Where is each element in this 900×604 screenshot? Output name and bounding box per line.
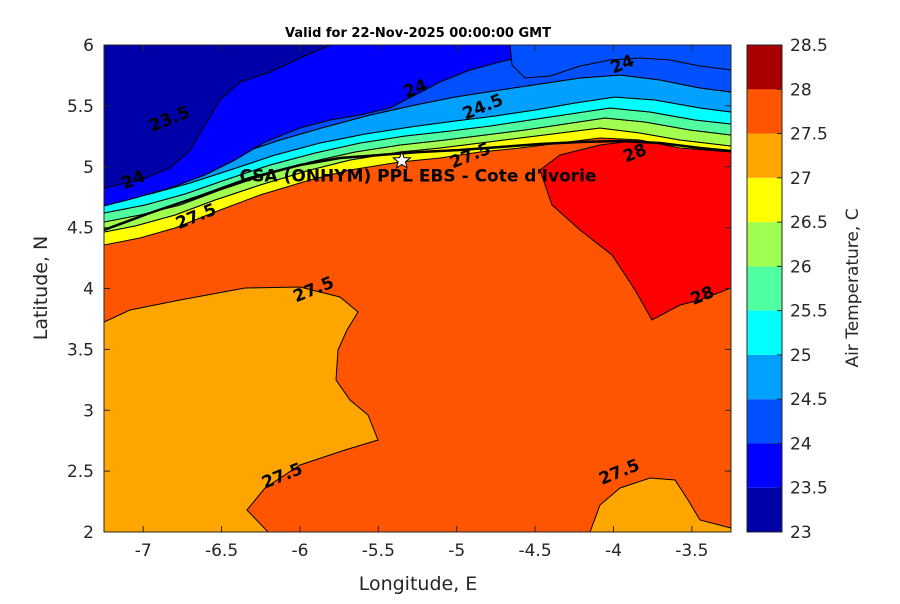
colorbar-swatch — [747, 133, 782, 178]
y-tick-label: 6 — [83, 36, 94, 56]
colorbar-tick-label: 26 — [790, 257, 812, 277]
colorbar-tick-label: 24.5 — [790, 390, 828, 410]
colorbar-tick-label: 24 — [790, 434, 812, 454]
colorbar-tick-label: 25.5 — [790, 302, 828, 322]
chart-title: Valid for 22-Nov-2025 00:00:00 GMT — [285, 26, 551, 41]
colorbar-swatch — [747, 443, 782, 488]
x-tick-label: -6 — [291, 541, 308, 561]
y-tick-label: 3 — [83, 401, 94, 421]
colorbar-swatch-top — [747, 45, 782, 90]
site-label: CSA (ONHYM) PPL EBS - Cote d'Ivorie — [239, 167, 596, 187]
colorbar-tick-label: 28 — [790, 80, 812, 100]
colorbar-swatch — [747, 177, 782, 223]
x-tick-label: -5.5 — [362, 541, 395, 561]
band-28-east — [539, 139, 731, 321]
y-tick-label: 5 — [83, 158, 94, 178]
contour-fill-layer — [104, 45, 731, 532]
colorbar-label: Air Temperature, C — [843, 208, 863, 367]
site-star-icon — [391, 150, 412, 170]
x-tick-label: -7 — [135, 541, 152, 561]
colorbar-tick-label: 25 — [790, 346, 812, 366]
y-tick-label: 3.5 — [67, 340, 94, 360]
colorbar-tick-label: 27.5 — [790, 125, 828, 145]
x-tick-label: -4 — [605, 541, 622, 561]
y-axis-ticks: 2 2.5 3 3.5 4 4.5 5 5.5 6 — [67, 36, 731, 543]
colorbar-tick-label: 23.5 — [790, 479, 828, 499]
y-tick-label: 4 — [83, 280, 94, 300]
coastline — [103, 139, 732, 232]
colorbar-tick-label: 28.5 — [790, 36, 828, 56]
band-24-northeast — [509, 45, 731, 79]
colorbar-swatch — [747, 310, 782, 355]
colorbar-swatch — [747, 487, 782, 532]
y-tick-label: 5.5 — [67, 97, 94, 117]
colorbar-swatch — [747, 266, 782, 311]
colorbar-frame — [746, 44, 783, 533]
x-tick-label: -3.5 — [675, 541, 708, 561]
y-tick-label: 2.5 — [67, 462, 94, 482]
x-tick-label: -6.5 — [205, 541, 238, 561]
x-tick-label: -4.5 — [518, 541, 551, 561]
y-axis-label: Latitude, N — [30, 236, 52, 341]
x-axis-ticks: -7 -6.5 -6 -5.5 -5 -4.5 -4 -3.5 — [135, 45, 708, 561]
y-tick-label: 4.5 — [67, 219, 94, 239]
colorbar: 23 23.5 24 24.5 25 25.5 26 26.5 27 27.5 28 28.5 — [746, 36, 828, 543]
x-axis-label: Longitude, E — [359, 573, 478, 595]
band-27-southeast — [589, 477, 731, 532]
y-tick-label: 2 — [83, 523, 94, 543]
band-23 — [104, 45, 331, 189]
colorbar-tick-label: 23 — [790, 523, 812, 543]
colorbar-swatch — [747, 399, 782, 444]
colorbar-tick-label: 26.5 — [790, 213, 828, 233]
band-27-west — [104, 286, 379, 532]
colorbar-tick-label: 27 — [790, 169, 812, 189]
x-tick-label: -5 — [448, 541, 465, 561]
colorbar-swatch — [747, 222, 782, 267]
colorbar-swatch — [747, 89, 782, 134]
colorbar-swatch — [747, 354, 782, 400]
